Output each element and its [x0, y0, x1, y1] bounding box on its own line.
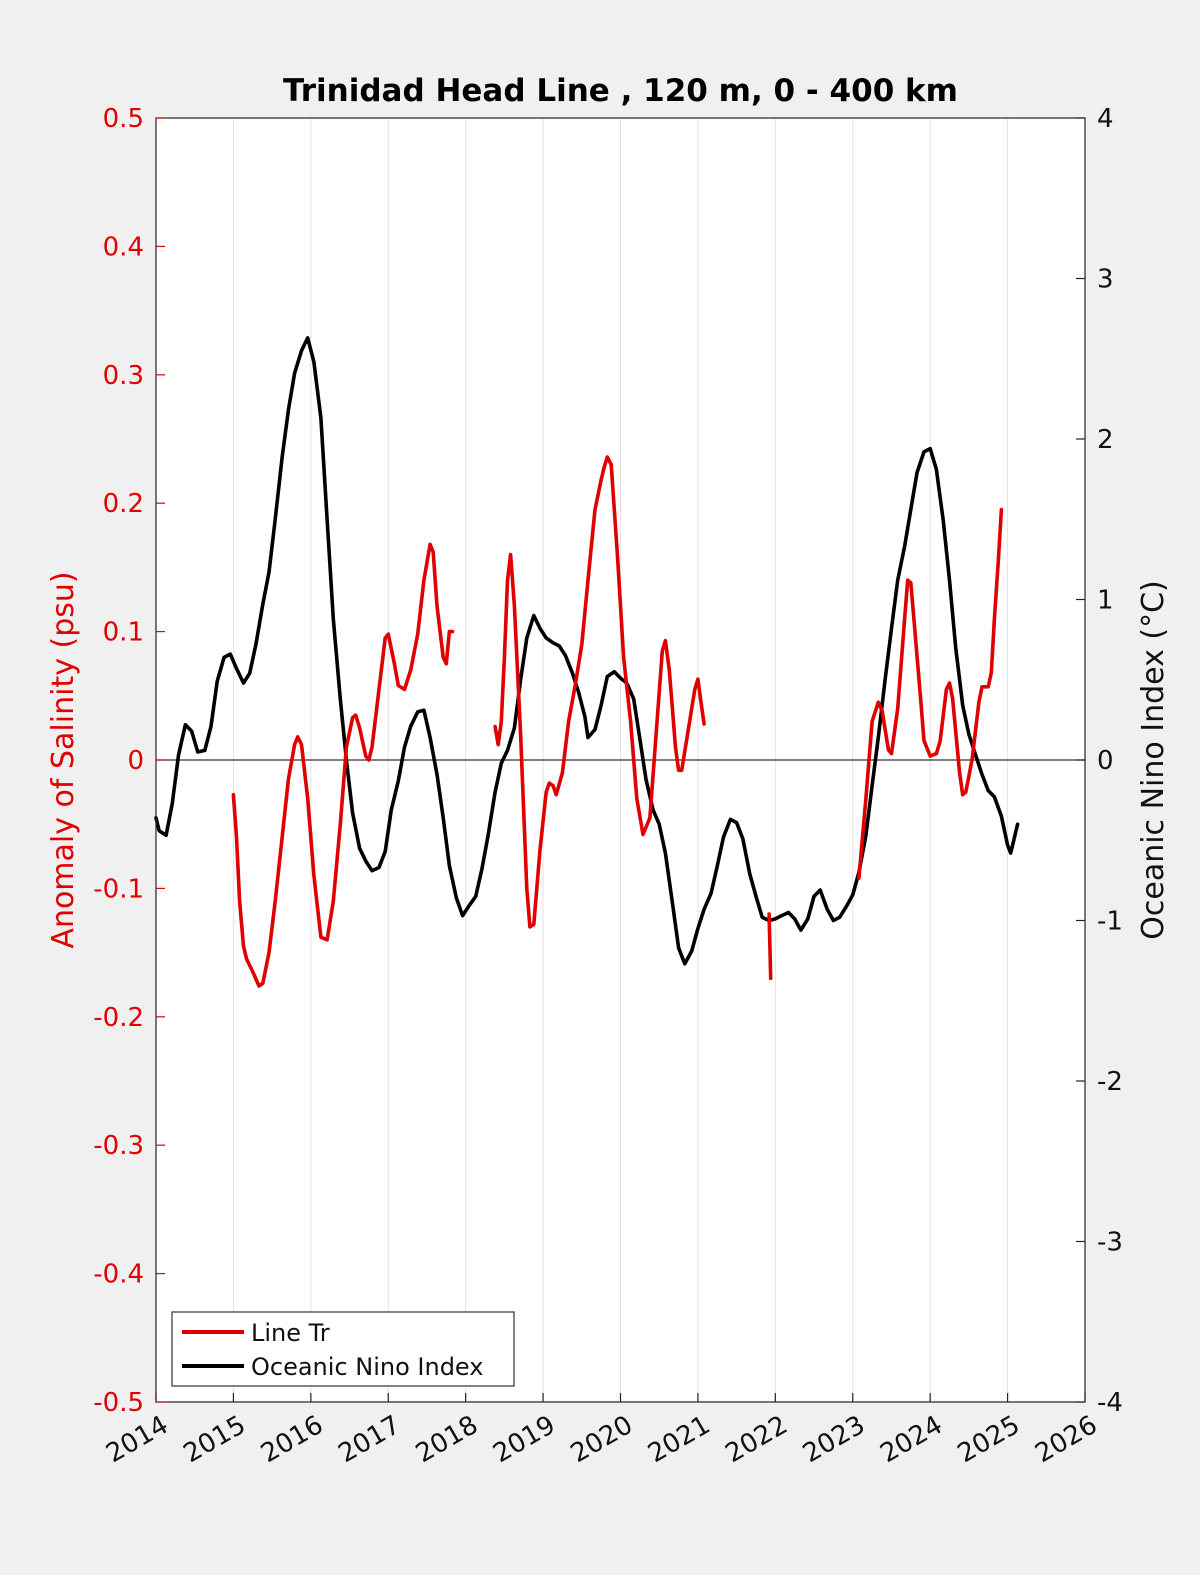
series-line-tr-segment-2 — [767, 912, 773, 981]
series-line-tr-segment-3 — [857, 507, 1004, 880]
y-left-tick-label--0.2: -0.2 — [93, 1003, 144, 1033]
y-left-tick-label-0.2: 0.2 — [103, 489, 144, 519]
y-right-tick-label-0: 0 — [1097, 746, 1114, 776]
series-oni-segment-0 — [154, 336, 1020, 966]
legend: Line Tr Oceanic Nino Index — [171, 1311, 515, 1387]
y-left-tick-label-0.4: 0.4 — [103, 232, 144, 262]
y-right-tick-label-3: 3 — [1097, 265, 1114, 295]
y-left-tick-label-0.5: 0.5 — [103, 104, 144, 134]
y-left-tick-label--0.1: -0.1 — [93, 874, 144, 904]
y-left-tick-label-0.1: 0.1 — [103, 618, 144, 648]
chart-title: Trinidad Head Line , 120 m, 0 - 400 km — [283, 73, 958, 109]
y-left-tick-label-0: 0 — [127, 746, 144, 776]
legend-label-oni: Oceanic Nino Index — [251, 1353, 483, 1381]
y-right-tick-label-2: 2 — [1097, 425, 1114, 455]
y-right-tick-label--4: -4 — [1097, 1388, 1123, 1418]
y-right-tick-label-4: 4 — [1097, 104, 1114, 134]
y-left-tick-label--0.4: -0.4 — [93, 1260, 144, 1290]
legend-label-line-tr: Line Tr — [251, 1319, 330, 1347]
y-right-tick-label-1: 1 — [1097, 586, 1114, 616]
y-right-tick-label--1: -1 — [1097, 907, 1123, 937]
y-left-tick-label-0.3: 0.3 — [103, 361, 144, 391]
legend-box — [171, 1311, 515, 1387]
y-left-tick-label--0.3: -0.3 — [93, 1131, 144, 1161]
series-line-tr-segment-1 — [493, 455, 706, 929]
y-left-tick-label--0.5: -0.5 — [93, 1388, 144, 1418]
y-axis-right-label: Oceanic Nino Index (°C) — [1136, 580, 1171, 940]
y-right-tick-label--2: -2 — [1097, 1067, 1123, 1097]
y-axis-left-label: Anomaly of Salinity (psu) — [46, 571, 81, 948]
series-layer — [154, 336, 1020, 988]
series-line-tr-segment-0 — [231, 542, 455, 988]
y-right-tick-label--3: -3 — [1097, 1228, 1123, 1258]
